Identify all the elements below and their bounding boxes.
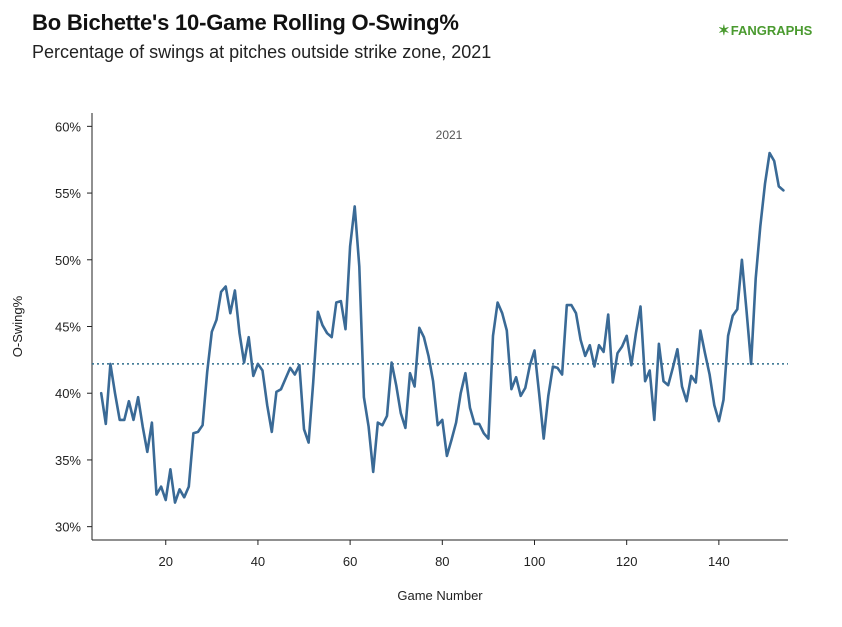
series-annotation: 2021 bbox=[436, 128, 463, 142]
x-tick-label: 40 bbox=[251, 554, 265, 569]
y-tick-label: 30% bbox=[55, 520, 81, 535]
x-tick-label: 140 bbox=[708, 554, 730, 569]
logo-text-graphs: GRAPHS bbox=[756, 23, 813, 38]
series-line bbox=[99, 151, 785, 504]
logo-mark-icon: ✶ bbox=[718, 22, 730, 38]
y-tick-label: 50% bbox=[55, 253, 81, 268]
x-axis-title: Game Number bbox=[397, 588, 483, 603]
y-tick-label: 35% bbox=[55, 453, 81, 468]
y-tick-label: 60% bbox=[55, 119, 81, 134]
logo-text-fan: FAN bbox=[730, 23, 757, 38]
x-tick-label: 120 bbox=[616, 554, 638, 569]
x-tick-label: 60 bbox=[343, 554, 357, 569]
y-tick-label: 55% bbox=[55, 186, 81, 201]
y-axis-title: O-Swing% bbox=[10, 295, 25, 357]
y-tick-label: 45% bbox=[55, 320, 81, 335]
chart-subtitle: Percentage of swings at pitches outside … bbox=[32, 42, 492, 62]
fangraphs-logo: ✶ FAN GRAPHS bbox=[718, 22, 812, 39]
x-tick-label: 20 bbox=[159, 554, 173, 569]
x-tick-label: 100 bbox=[524, 554, 546, 569]
x-tick-label: 80 bbox=[435, 554, 449, 569]
chart-title: Bo Bichette's 10-Game Rolling O-Swing% bbox=[32, 10, 459, 35]
y-tick-label: 40% bbox=[55, 386, 81, 401]
